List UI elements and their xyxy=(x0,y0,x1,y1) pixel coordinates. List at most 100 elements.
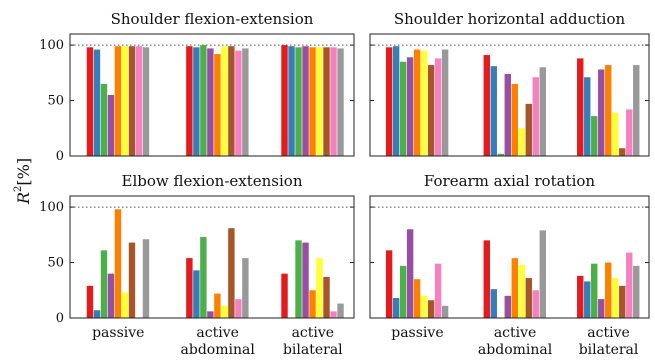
axes-frame xyxy=(69,33,355,157)
axes-frame xyxy=(69,195,355,319)
bar xyxy=(434,263,442,318)
category-label: bilateral xyxy=(579,342,639,358)
bar xyxy=(591,116,598,156)
bar xyxy=(323,276,330,318)
bar xyxy=(598,299,605,318)
bar xyxy=(633,65,640,156)
bar xyxy=(605,65,612,156)
bar xyxy=(135,46,143,157)
bar xyxy=(399,265,407,318)
category-label: active xyxy=(292,325,335,341)
bar xyxy=(228,228,235,318)
bar xyxy=(539,230,546,318)
bar xyxy=(584,281,591,318)
bar xyxy=(497,153,504,156)
bar xyxy=(100,83,108,156)
bar xyxy=(434,58,442,156)
bar xyxy=(207,48,214,156)
panel-2: Shoulder horizontal adduction xyxy=(369,10,650,157)
bar xyxy=(420,295,428,318)
y-tick-label: 50 xyxy=(47,256,64,271)
panel-title: Shoulder horizontal adduction xyxy=(394,10,626,28)
category-label: active xyxy=(196,325,239,341)
bar xyxy=(406,57,414,156)
panel-title: Shoulder flexion-extension xyxy=(111,10,314,28)
axes-frame xyxy=(369,195,650,319)
y-axis-label-unit: [%] xyxy=(14,158,33,186)
bar xyxy=(385,47,393,156)
bar xyxy=(605,262,612,318)
panel-title: Elbow flexion-extension xyxy=(122,172,303,190)
category-label: abdominal xyxy=(181,342,256,358)
y-tick-label: 0 xyxy=(56,311,64,326)
bar xyxy=(107,95,115,156)
y-tick-label: 100 xyxy=(39,38,64,53)
bar xyxy=(619,148,626,156)
bar xyxy=(518,264,525,318)
bar xyxy=(242,258,249,318)
bar xyxy=(626,109,633,156)
bar xyxy=(295,240,302,318)
bar xyxy=(316,47,323,156)
bar xyxy=(337,303,344,318)
bar xyxy=(316,258,323,318)
bar xyxy=(288,46,295,157)
category-label: bilateral xyxy=(283,342,343,358)
bar xyxy=(633,265,640,318)
bar xyxy=(281,45,288,156)
bar xyxy=(612,112,619,156)
bar xyxy=(413,49,421,157)
bar xyxy=(525,103,532,156)
bar xyxy=(441,305,449,318)
bar xyxy=(406,229,414,318)
bar xyxy=(490,289,497,318)
bar xyxy=(214,53,221,156)
bar xyxy=(483,55,490,157)
bar xyxy=(207,311,214,318)
bar xyxy=(504,73,511,156)
bar xyxy=(86,47,94,156)
y-axis-label-sup: 2 xyxy=(13,186,24,192)
bar xyxy=(504,295,511,318)
bar xyxy=(441,49,449,157)
y-axis-label: R2[%] xyxy=(13,158,33,205)
bar xyxy=(518,128,525,156)
bar xyxy=(532,77,539,156)
bar xyxy=(302,46,309,157)
bar xyxy=(200,45,207,156)
bar xyxy=(302,242,309,318)
bar xyxy=(235,299,242,318)
bar xyxy=(114,209,122,318)
bar xyxy=(323,47,330,156)
bar xyxy=(525,278,532,318)
category-label: passive xyxy=(92,325,144,341)
bar xyxy=(584,77,591,156)
bar xyxy=(539,67,546,156)
bar xyxy=(128,242,136,318)
bar xyxy=(214,293,221,318)
category-label: passive xyxy=(391,325,443,341)
bar xyxy=(221,305,228,318)
bar xyxy=(242,48,249,156)
bar xyxy=(577,275,584,318)
panel-1: Shoulder flexion-extension 0 50 100 xyxy=(39,10,355,164)
bar xyxy=(385,250,393,318)
bar xyxy=(186,46,193,157)
bar xyxy=(186,258,193,318)
bar xyxy=(93,49,101,157)
bar xyxy=(483,240,490,318)
bar xyxy=(107,273,115,318)
bar xyxy=(193,270,200,318)
bar xyxy=(235,50,242,156)
bar xyxy=(420,50,428,156)
bar xyxy=(228,46,235,157)
bar xyxy=(128,46,136,157)
bar xyxy=(193,47,200,156)
bar xyxy=(619,285,626,318)
bar xyxy=(612,278,619,318)
bar xyxy=(413,279,421,318)
bar xyxy=(309,290,316,318)
bar xyxy=(114,46,122,157)
